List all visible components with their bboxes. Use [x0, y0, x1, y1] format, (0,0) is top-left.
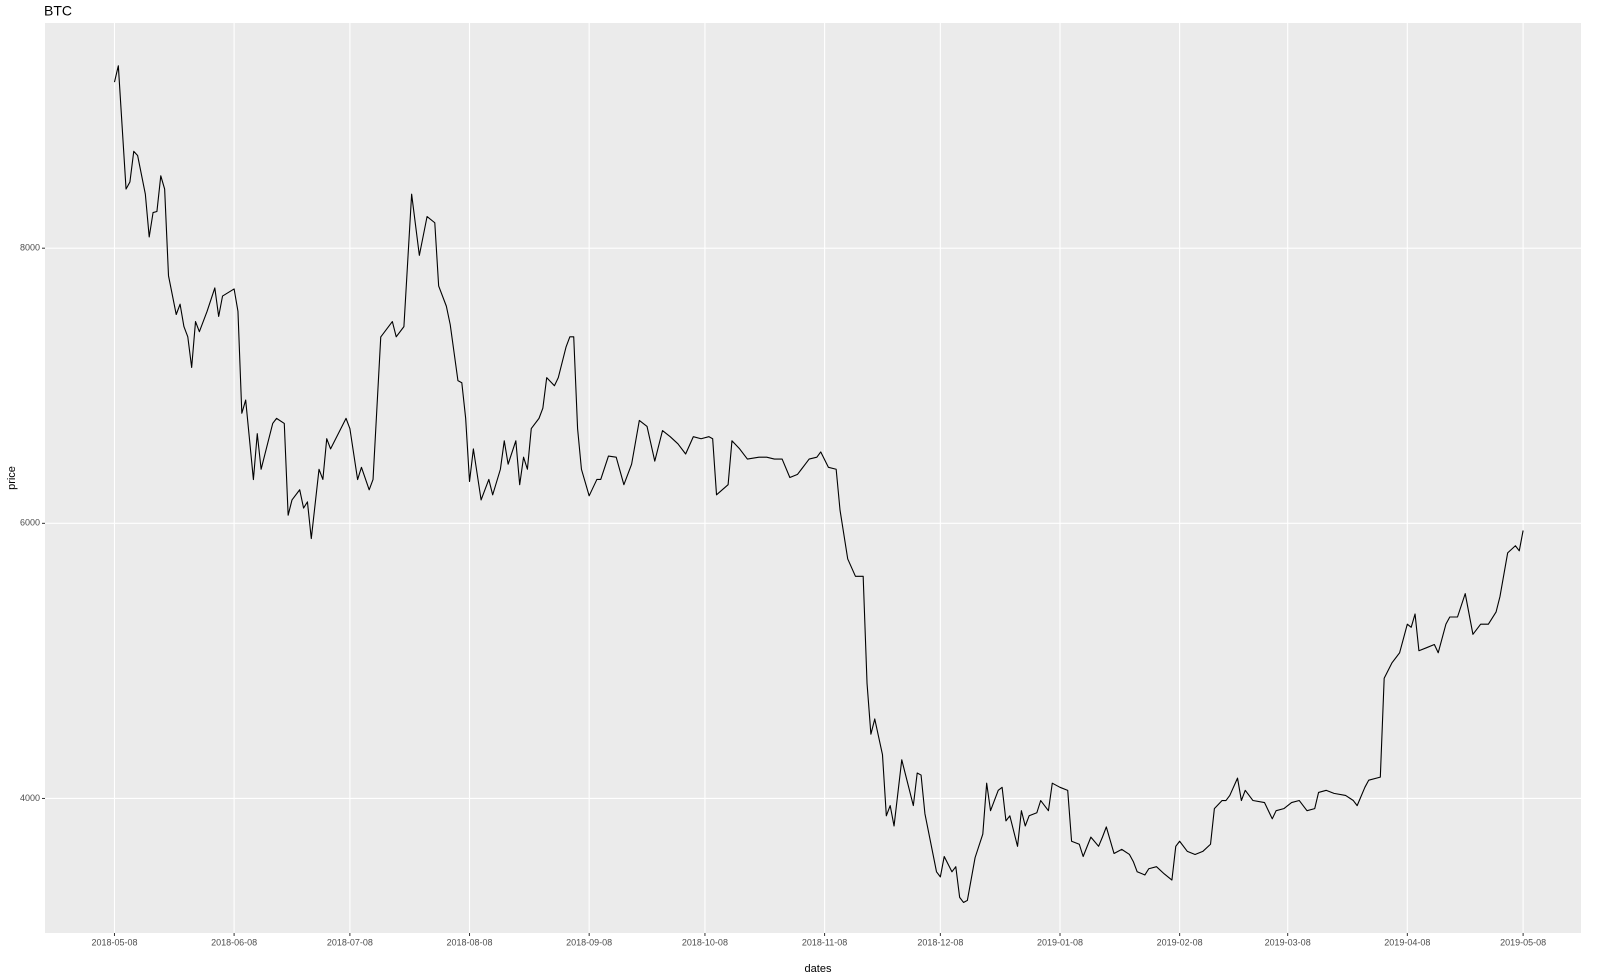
chart-title: BTC: [44, 3, 72, 19]
y-tick-label: 8000: [20, 243, 40, 253]
y-tick-label: 4000: [20, 793, 40, 803]
x-tick-label: 2018-09-08: [566, 937, 612, 947]
y-tick-label: 6000: [20, 518, 40, 528]
x-tick-label: 2018-12-08: [917, 937, 963, 947]
plot-panel: [45, 23, 1581, 933]
x-tick-label: 2018-06-08: [211, 937, 257, 947]
y-axis-title: price: [6, 466, 18, 490]
x-tick-label: 2019-02-08: [1157, 937, 1203, 947]
x-tick-label: 2019-05-08: [1500, 937, 1546, 947]
x-tick-label: 2018-05-08: [91, 937, 137, 947]
x-tick-label: 2019-01-08: [1037, 937, 1083, 947]
x-tick-label: 2019-03-08: [1265, 937, 1311, 947]
x-axis-title: dates: [805, 963, 832, 975]
x-tick-label: 2019-04-08: [1384, 937, 1430, 947]
x-tick-label: 2018-08-08: [446, 937, 492, 947]
x-tick-label: 2018-07-08: [327, 937, 373, 947]
x-tick-label: 2018-11-08: [802, 937, 847, 947]
x-tick-label: 2018-10-08: [682, 937, 728, 947]
price-line: [113, 65, 1524, 904]
